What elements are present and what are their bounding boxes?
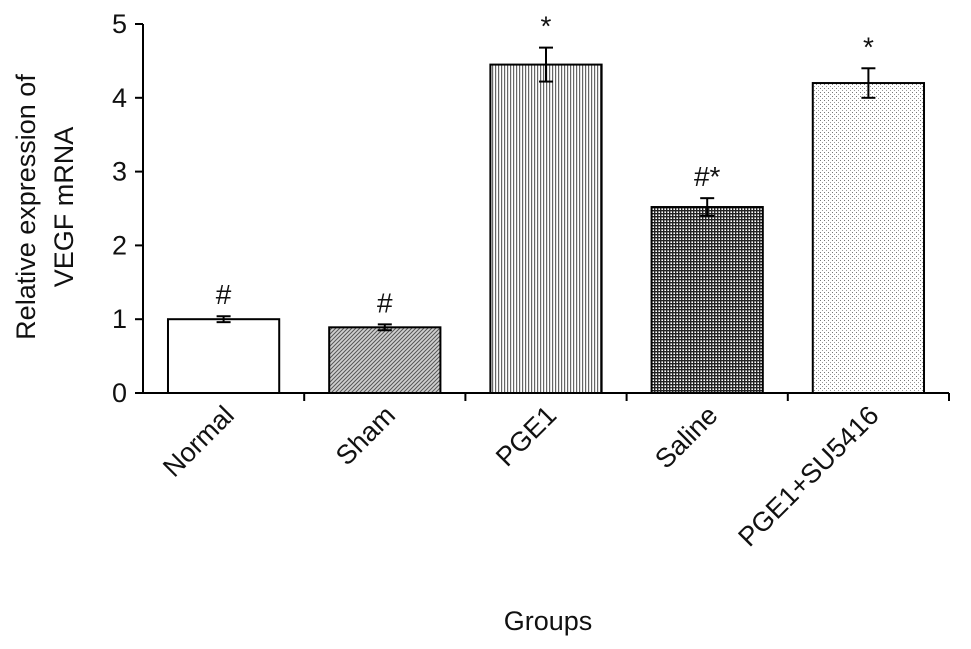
y-tick-label: 1 — [112, 304, 127, 334]
y-axis: 0 1 2 3 4 5 — [112, 9, 144, 408]
y-axis-title-line-2: VEGF mRNA — [49, 127, 79, 288]
bar-normal — [166, 318, 281, 395]
error-bar — [377, 323, 392, 332]
bars-group — [166, 63, 926, 395]
bar-saline — [650, 206, 764, 394]
bar-pge1-su5416 — [811, 82, 926, 394]
category-label: Saline — [649, 400, 723, 474]
y-tick-label: 3 — [112, 157, 127, 187]
x-axis-title: Groups — [504, 606, 593, 636]
y-tick-label: 2 — [112, 230, 127, 260]
significance-marker: # — [216, 279, 232, 310]
error-bar — [539, 46, 553, 83]
category-label: PGE1 — [490, 400, 562, 472]
category-label: PGE1+SU5416 — [732, 400, 884, 552]
error-bar — [216, 315, 231, 324]
significance-marker: # — [377, 287, 393, 318]
significance-marker: * — [541, 11, 552, 42]
significance-marker: #* — [694, 161, 721, 192]
error-bar — [700, 197, 715, 217]
error-bar — [861, 67, 876, 99]
category-labels: Normal Sham PGE1 Saline PGE1+SU5416 — [157, 400, 885, 552]
bar-sham — [328, 326, 442, 394]
category-label: Normal — [157, 400, 240, 483]
y-tick-label: 0 — [112, 378, 127, 408]
y-tick-label: 5 — [112, 9, 127, 39]
y-axis-title: Relative expression of VEGF mRNA — [11, 74, 79, 340]
annotations-group: # #*#** — [216, 11, 874, 319]
significance-marker: * — [863, 31, 874, 62]
category-label: Sham — [330, 400, 401, 471]
y-axis-title-line-1: Relative expression of — [11, 74, 41, 340]
y-tick-label: 4 — [112, 83, 127, 113]
error-bars-group — [216, 46, 876, 332]
x-axis — [143, 392, 950, 401]
bar-pge1 — [489, 63, 603, 394]
